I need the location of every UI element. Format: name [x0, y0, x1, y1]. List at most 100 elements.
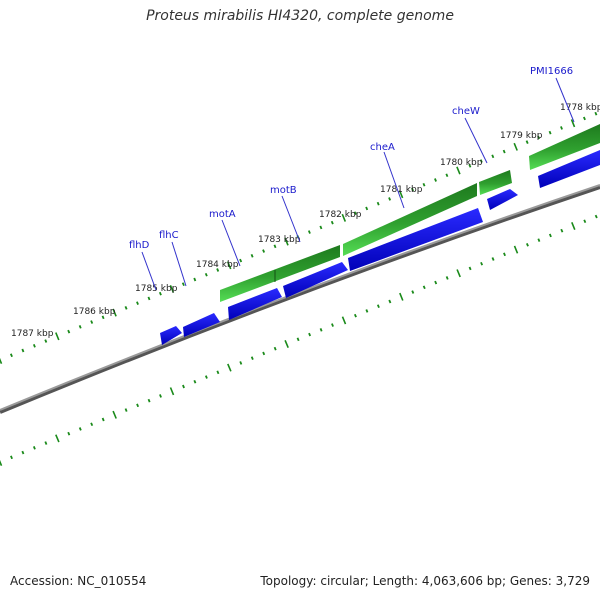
minor-tick [262, 351, 266, 356]
minor-tick [411, 187, 415, 192]
gene-arrow-chew[interactable] [487, 189, 518, 210]
gene-label-motb[interactable]: motB [270, 185, 297, 196]
major-tick [399, 292, 404, 301]
minor-tick [136, 403, 140, 408]
minor-tick [388, 299, 392, 304]
minor-tick [331, 323, 334, 327]
minor-tick [262, 249, 266, 253]
tick-label-1780: 1780 kbp [440, 158, 483, 168]
minor-tick [468, 266, 472, 271]
gene-label-mota[interactable]: motA [209, 209, 236, 220]
minor-tick [353, 313, 357, 318]
minor-tick [491, 257, 495, 261]
gene-arrow-flhd[interactable] [160, 326, 182, 345]
minor-tick [124, 306, 128, 310]
minor-tick [445, 173, 449, 178]
tick-label-1785: 1785 kbp [135, 284, 178, 294]
green-band-segment-2 [343, 183, 477, 256]
scale-ticks-outer [0, 111, 598, 365]
tick-label-1781: 1781 kbp [380, 185, 423, 195]
gene-labels: PMI1666 cheW cheA motB motA flhC flhD [129, 66, 575, 291]
tick-label-1787: 1787 kbp [11, 329, 54, 339]
green-band-segment-4 [529, 124, 600, 170]
minor-tick [273, 244, 277, 249]
minor-tick [434, 178, 437, 182]
minor-tick [480, 261, 484, 266]
major-tick [571, 221, 576, 231]
minor-tick [330, 220, 334, 225]
gene-arrow-flhc[interactable] [183, 313, 220, 337]
major-tick [398, 190, 404, 199]
minor-tick [78, 427, 82, 431]
tick-label-1782: 1782 kbp [319, 210, 362, 220]
tick-label-1784: 1784 kbp [196, 260, 239, 270]
minor-tick [468, 163, 472, 168]
gene-arrow-pmi1666[interactable] [538, 150, 600, 188]
minor-tick [216, 370, 220, 375]
minor-tick [525, 243, 529, 247]
major-tick [55, 434, 60, 443]
gene-arrow-chea[interactable] [348, 208, 483, 271]
minor-tick [204, 272, 208, 277]
minor-tick [594, 111, 598, 116]
minor-tick [21, 450, 25, 455]
major-tick [341, 213, 347, 222]
minor-tick [434, 280, 438, 285]
minor-tick [594, 214, 598, 219]
minor-tick [525, 140, 529, 144]
minor-tick [136, 301, 139, 305]
minor-tick [411, 290, 415, 294]
tick-label-1778: 1778 kbp [560, 103, 600, 113]
backbone [0, 184, 600, 414]
minor-tick [250, 356, 254, 360]
gene-arrow-motb[interactable] [283, 262, 348, 298]
minor-tick [10, 455, 13, 460]
major-tick [0, 459, 3, 467]
minor-tick [273, 346, 277, 351]
minor-tick [193, 277, 197, 282]
minor-tick [560, 228, 564, 233]
minor-tick [216, 268, 220, 272]
minor-tick [422, 182, 426, 187]
minor-tick [90, 422, 94, 427]
minor-tick [502, 149, 506, 154]
minor-tick [239, 361, 243, 365]
minor-tick [159, 394, 162, 398]
minor-tick [319, 328, 323, 332]
major-tick [570, 119, 576, 128]
minor-tick [353, 211, 357, 215]
gene-label-pmi1666[interactable]: PMI1666 [530, 66, 573, 77]
genome-stats-text: Topology: circular; Length: 4,063,606 bp… [260, 574, 590, 588]
minor-tick [67, 431, 71, 436]
minor-tick [250, 253, 254, 258]
minor-tick [319, 225, 323, 230]
minor-tick [365, 206, 369, 211]
minor-tick [376, 201, 380, 206]
minor-tick [583, 219, 587, 224]
major-tick [227, 363, 232, 372]
major-tick [456, 269, 461, 278]
minor-tick [537, 135, 541, 140]
minor-tick [296, 337, 300, 342]
gene-label-flhc[interactable]: flhC [159, 230, 179, 241]
major-tick [513, 142, 518, 151]
green-band-segment-1 [220, 245, 340, 302]
minor-tick [158, 291, 162, 296]
gene-label-chew[interactable]: cheW [452, 106, 480, 117]
tick-label-1783: 1783 kbp [258, 235, 301, 245]
minor-tick [503, 252, 506, 257]
minor-tick [307, 230, 311, 234]
major-tick [456, 166, 461, 175]
minor-tick [181, 282, 185, 287]
gene-label-flhd[interactable]: flhD [129, 240, 150, 251]
minor-tick [90, 320, 94, 324]
gene-arrow-mota[interactable] [228, 288, 282, 320]
minor-tick [147, 296, 151, 301]
major-tick [284, 237, 289, 246]
major-tick [169, 387, 175, 396]
minor-tick [204, 375, 208, 379]
major-tick [55, 332, 60, 341]
gene-label-chea[interactable]: cheA [370, 142, 395, 153]
minor-tick [308, 332, 312, 337]
